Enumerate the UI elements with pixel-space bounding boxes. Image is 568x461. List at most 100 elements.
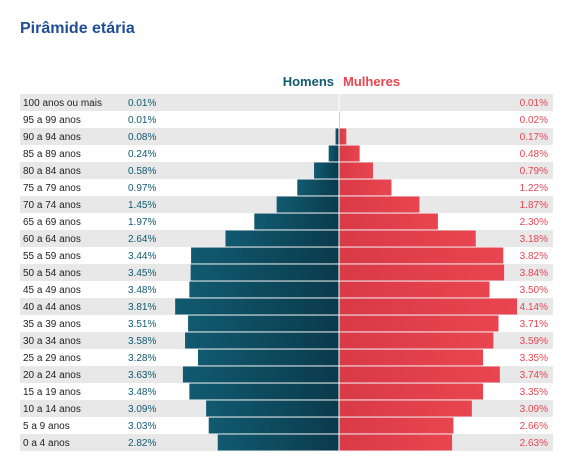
bar-women: [339, 162, 373, 179]
men-percent-label: 2.64%: [128, 234, 156, 245]
women-percent-label: 3.18%: [520, 234, 548, 245]
age-group-label: 10 a 14 anos: [23, 404, 81, 415]
age-group-label: 55 a 59 anos: [23, 251, 81, 262]
age-group-label: 70 a 74 anos: [23, 200, 81, 211]
bar-men: [190, 264, 339, 281]
women-percent-label: 4.14%: [520, 302, 548, 313]
men-percent-label: 3.44%: [128, 251, 156, 262]
men-percent-label: 3.48%: [128, 285, 156, 296]
age-group-label: 15 a 19 anos: [23, 387, 81, 398]
bar-men: [189, 383, 339, 400]
bar-women: [339, 400, 472, 417]
men-percent-label: 3.48%: [128, 387, 156, 398]
legend-men: Homens: [282, 74, 334, 89]
bar-women: [339, 315, 499, 332]
men-percent-label: 1.45%: [128, 200, 156, 211]
men-percent-label: 0.01%: [128, 115, 156, 126]
chart-title: Pirâmide etária: [20, 20, 135, 37]
women-percent-label: 3.74%: [520, 370, 548, 381]
women-percent-label: 1.87%: [520, 200, 548, 211]
age-group-label: 20 a 24 anos: [23, 370, 81, 381]
age-group-label: 90 a 94 anos: [23, 132, 81, 143]
bar-men: [189, 281, 339, 298]
bar-men: [175, 298, 339, 315]
men-percent-label: 0.24%: [128, 149, 156, 160]
women-percent-label: 3.71%: [520, 319, 548, 330]
age-group-label: 40 a 44 anos: [23, 302, 81, 313]
men-percent-label: 3.03%: [128, 421, 156, 432]
legend: Homens Mulheres: [0, 74, 568, 90]
bar-women: [339, 281, 490, 298]
bar-men: [191, 247, 339, 264]
age-group-label: 0 a 4 anos: [23, 438, 70, 449]
legend-women: Mulheres: [343, 74, 401, 89]
bar-men: [297, 179, 339, 196]
bar-men: [185, 332, 339, 349]
men-percent-label: 3.81%: [128, 302, 156, 313]
bar-women: [339, 366, 500, 383]
men-percent-label: 2.82%: [128, 438, 156, 449]
women-percent-label: 0.79%: [520, 166, 548, 177]
men-percent-label: 0.58%: [128, 166, 156, 177]
age-group-label: 80 a 84 anos: [23, 166, 81, 177]
men-percent-label: 0.97%: [128, 183, 156, 194]
men-percent-label: 1.97%: [128, 217, 156, 228]
men-percent-label: 0.08%: [128, 132, 156, 143]
bar-men: [208, 417, 339, 434]
bar-men: [335, 128, 339, 145]
women-percent-label: 3.35%: [520, 387, 548, 398]
age-group-label: 50 a 54 anos: [23, 268, 81, 279]
bar-women: [339, 213, 438, 230]
bar-women: [339, 383, 484, 400]
bar-men: [206, 400, 339, 417]
women-percent-label: 2.63%: [520, 438, 548, 449]
row-stripe: [20, 128, 553, 145]
row-stripe: [20, 94, 553, 111]
bar-men: [276, 196, 339, 213]
age-group-label: 95 a 99 anos: [23, 115, 81, 126]
age-group-label: 60 a 64 anos: [23, 234, 81, 245]
age-group-label: 100 anos ou mais: [23, 98, 102, 109]
bar-women: [339, 332, 494, 349]
men-percent-label: 3.09%: [128, 404, 156, 415]
bar-women: [339, 298, 518, 315]
women-percent-label: 1.22%: [520, 183, 548, 194]
age-group-label: 25 a 29 anos: [23, 353, 81, 364]
men-percent-label: 3.63%: [128, 370, 156, 381]
women-percent-label: 0.48%: [520, 149, 548, 160]
row-stripe: [20, 162, 553, 179]
women-percent-label: 3.59%: [520, 336, 548, 347]
bar-women: [339, 145, 360, 162]
women-percent-label: 2.30%: [520, 217, 548, 228]
bar-men: [254, 213, 339, 230]
bar-men: [217, 434, 339, 451]
women-percent-label: 0.17%: [520, 132, 548, 143]
bar-men: [225, 230, 339, 247]
men-percent-label: 3.45%: [128, 268, 156, 279]
bar-men: [314, 162, 339, 179]
men-percent-label: 3.58%: [128, 336, 156, 347]
bar-women: [339, 264, 505, 281]
bar-women: [339, 196, 420, 213]
men-percent-label: 0.01%: [128, 98, 156, 109]
age-group-label: 45 a 49 anos: [23, 285, 81, 296]
age-group-label: 30 a 34 anos: [23, 336, 81, 347]
men-percent-label: 3.51%: [128, 319, 156, 330]
bar-men: [182, 366, 339, 383]
bar-men: [328, 145, 339, 162]
bar-women: [339, 128, 347, 145]
bar-women: [339, 247, 504, 264]
bar-women: [339, 230, 476, 247]
women-percent-label: 3.84%: [520, 268, 548, 279]
age-group-label: 5 a 9 anos: [23, 421, 70, 432]
age-group-label: 75 a 79 anos: [23, 183, 81, 194]
women-percent-label: 3.82%: [520, 251, 548, 262]
age-group-label: 85 a 89 anos: [23, 149, 81, 160]
women-percent-label: 3.50%: [520, 285, 548, 296]
women-percent-label: 2.66%: [520, 421, 548, 432]
women-percent-label: 0.01%: [520, 98, 548, 109]
women-percent-label: 3.35%: [520, 353, 548, 364]
men-percent-label: 3.28%: [128, 353, 156, 364]
women-percent-label: 3.09%: [520, 404, 548, 415]
